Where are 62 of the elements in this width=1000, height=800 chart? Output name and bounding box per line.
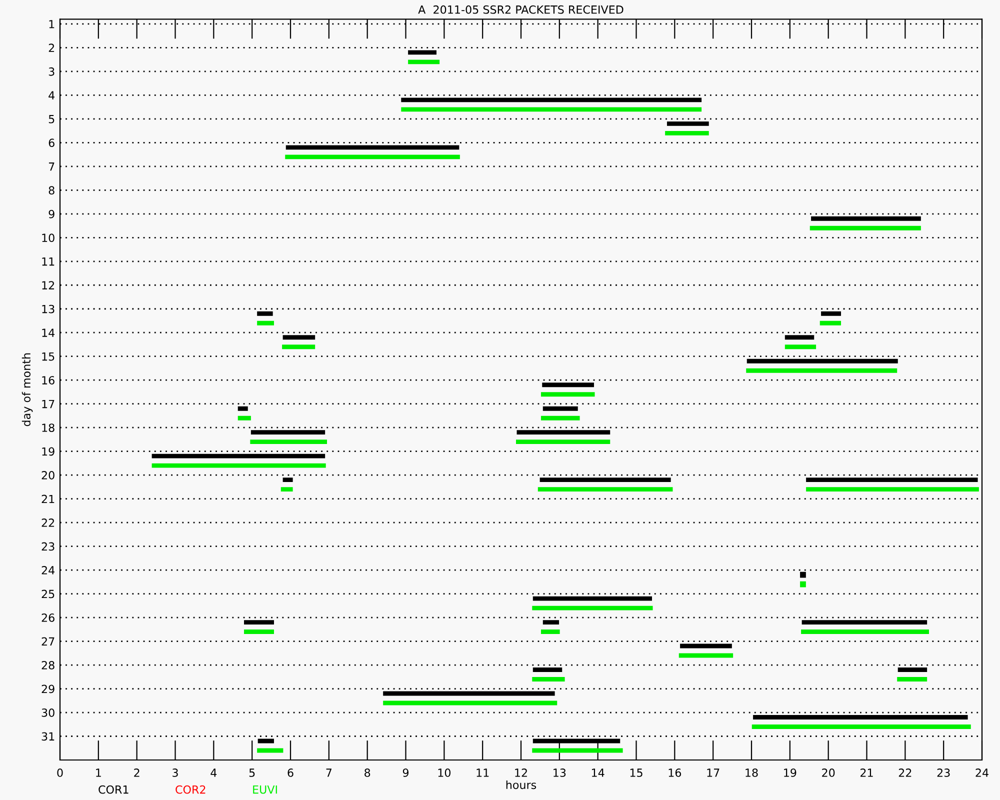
y-tick-label: 20 [42,471,54,480]
y-tick-label: 17 [42,400,54,408]
y-tick-label: 9 [48,210,54,218]
x-tick-label: 1 [96,768,101,777]
y-tick-label: 28 [42,661,54,670]
y-tick-label: 18 [42,424,54,432]
y-tick-label: 26 [42,614,54,622]
y-tick-label: 10 [42,234,54,242]
y-tick-label: 16 [42,376,54,384]
y-tick-label: 29 [42,684,54,694]
y-tick-label: 2 [48,44,54,52]
y-tick-label: 15 [42,352,54,361]
y-tick-label: 5 [48,115,54,124]
x-tick-label: 5 [249,768,255,777]
y-tick-label: 13 [42,304,54,314]
legend-label: COR2 [176,785,206,794]
y-tick-label: 19 [42,447,54,456]
x-tick-label: 20 [822,768,835,777]
y-tick-label: 6 [48,138,54,148]
x-tick-label: 10 [438,768,450,777]
x-tick-label: 11 [476,768,489,777]
x-tick-label: 13 [554,768,566,777]
y-tick-label: 11 [42,258,54,266]
x-tick-label: 19 [784,768,796,777]
x-axis-title: hours [506,780,536,790]
x-tick-label: 15 [630,768,642,777]
x-tick-label: 4 [210,768,217,777]
x-tick-label: 7 [326,768,332,777]
y-tick-label: 3 [48,67,54,76]
y-tick-label: 4 [48,91,55,100]
x-tick-label: 24 [976,768,988,777]
y-tick-label: 14 [42,328,55,337]
y-tick-label: 25 [42,590,54,598]
chart-title: A 2011-05 SSR2 PACKETS RECEIVED [418,5,624,14]
y-tick-label: 23 [42,542,54,551]
y-axis-title: day of month [22,353,33,426]
y-tick-label: 31 [42,732,54,741]
x-tick-label: 14 [592,768,604,777]
y-tick-label: 7 [48,162,54,171]
x-tick-label: 17 [707,768,720,777]
x-tick-label: 2 [134,768,140,777]
x-tick-label: 22 [898,768,912,777]
x-tick-label: 8 [364,768,370,777]
y-tick-label: 12 [42,281,54,290]
y-tick-label: 22 [42,518,54,527]
y-tick-label: 24 [42,566,55,574]
x-tick-label: 0 [57,768,63,777]
y-tick-label: 21 [42,494,54,504]
x-tick-label: 21 [860,768,873,777]
x-tick-label: 9 [402,768,409,777]
text: COR1 [98,785,128,794]
y-tick-label: 27 [42,637,54,646]
y-tick-label: 8 [48,186,54,195]
y-tick-label: 1 [49,20,54,28]
x-tick-label: 18 [746,768,758,777]
x-tick-label: 6 [288,768,294,777]
text: EUVI [253,786,277,794]
x-tick-label: 23 [937,768,950,777]
x-tick-label: 12 [515,768,527,777]
y-tick-label: 30 [42,708,54,717]
x-tick-label: 3 [172,768,178,777]
x-tick-label: 16 [668,768,682,777]
